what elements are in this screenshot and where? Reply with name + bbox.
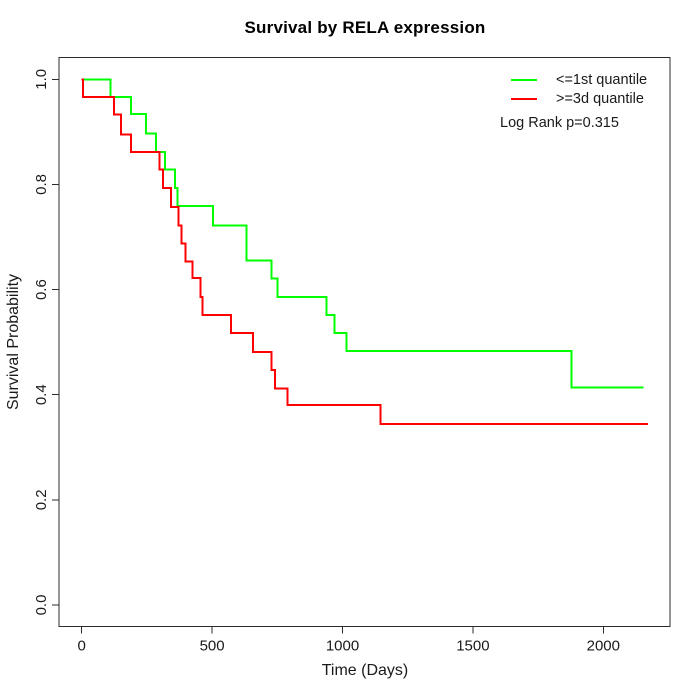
y-tick-label: 0.2 [33,489,50,510]
legend-item-first-quantile: <=1st quantile [500,70,647,89]
chart-title: Survival by RELA expression [244,18,486,37]
legend: <=1st quantile >=3d quantile Log Rank p=… [500,70,647,132]
y-tick-label: 0.6 [33,279,50,300]
x-tick-label: 1500 [456,638,489,655]
plot-border [58,56,671,628]
y-axis-label: Survival Probability [5,273,22,411]
red-line-swatch [511,97,537,100]
log-rank-pvalue: Log Rank p=0.315 [500,115,619,131]
survival-curve-third-quantile [81,78,649,426]
x-tick-label: 2000 [587,638,620,655]
y-tick-label: 0.0 [33,595,50,616]
y-tick-label: 0.8 [33,174,50,195]
y-tick-label: 1.0 [33,69,50,90]
x-axis-label: Time (Days) [321,662,409,679]
y-tick-label: 0.4 [33,384,50,405]
x-tick-label: 0 [78,638,86,655]
x-tick-label: 500 [200,638,225,655]
survival-curve-first-quantile [81,78,644,389]
green-line-swatch [511,78,537,81]
legend-item-third-quantile: >=3d quantile [500,89,647,108]
legend-label-third-quantile: >=3d quantile [556,90,644,107]
legend-label-first-quantile: <=1st quantile [556,71,648,88]
x-tick-label: 1000 [326,638,359,655]
